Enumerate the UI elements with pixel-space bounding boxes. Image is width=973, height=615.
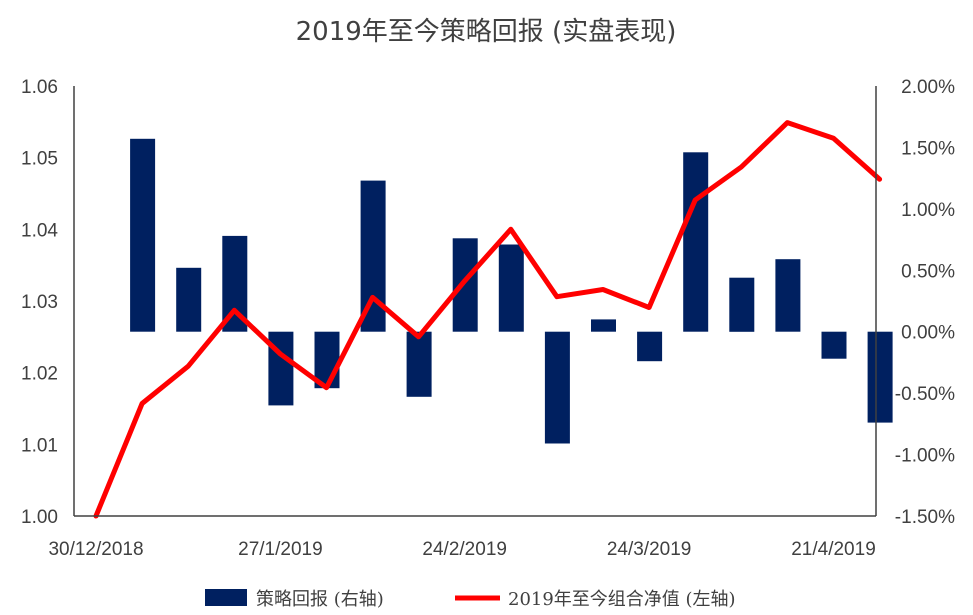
y-left-tick-label: 1.04 <box>21 220 58 241</box>
y-right-tick-label: 1.50% <box>901 138 955 159</box>
bar <box>775 259 801 332</box>
y-right-tick-label: 0.00% <box>901 323 955 344</box>
y-right-tick-label: 1.00% <box>901 200 955 221</box>
bar <box>452 238 478 332</box>
y-left-tick-label: 1.02 <box>21 364 58 385</box>
y-right-tick-label: -1.00% <box>895 446 955 467</box>
legend-swatch-bar <box>205 589 247 606</box>
bar <box>683 152 709 332</box>
bar <box>867 331 893 423</box>
legend-label-line: 2019年至今组合净值 (左轴) <box>508 589 736 610</box>
y-left-tick-label: 1.03 <box>21 292 58 313</box>
bar <box>591 319 616 332</box>
line-series <box>93 120 883 519</box>
y-left-tick-label: 1.05 <box>21 149 58 170</box>
x-axis-ticks: 30/12/2018 27/1/2019 24/2/2019 24/3/2019 21/… <box>48 539 875 560</box>
legend: 策略回报 (右轴) 2019年至今组合净值 (左轴) <box>205 589 736 610</box>
bar <box>821 331 847 359</box>
legend-label-bar: 策略回报 (右轴) <box>256 589 384 610</box>
bar <box>406 331 432 397</box>
y-right-tick-label: -0.50% <box>895 384 955 405</box>
bar <box>314 331 340 389</box>
x-tick-label: 24/2/2019 <box>422 539 507 560</box>
y-left-tick-label: 1.06 <box>21 77 58 98</box>
x-tick-label: 24/3/2019 <box>607 539 692 560</box>
x-tick-label: 21/4/2019 <box>791 539 876 560</box>
x-tick-label: 27/1/2019 <box>238 539 323 560</box>
y-right-tick-label: 0.50% <box>901 261 955 282</box>
chart-title: 2019年至今策略回报 (实盘表现) <box>296 17 677 47</box>
bar <box>176 267 202 332</box>
y-axis-right-ticks: -1.50% -1.00% -0.50% 0.00% 0.50% 1.00% 1.50% 2.… <box>895 77 955 528</box>
bar <box>130 138 156 332</box>
line-path <box>93 120 883 519</box>
y-left-tick-label: 1.01 <box>21 435 58 456</box>
y-left-tick-label: 1.00 <box>21 507 58 528</box>
x-tick-label: 30/12/2018 <box>48 539 143 560</box>
bar-series <box>130 138 893 444</box>
y-axis-left-ticks: 1.00 1.01 1.02 1.03 1.04 1.05 1.06 <box>21 77 58 528</box>
bar <box>544 331 570 444</box>
bar <box>637 331 663 362</box>
y-right-tick-label: -1.50% <box>895 507 955 528</box>
bar <box>729 277 755 332</box>
bar <box>498 244 524 332</box>
y-right-tick-label: 2.00% <box>901 77 955 98</box>
